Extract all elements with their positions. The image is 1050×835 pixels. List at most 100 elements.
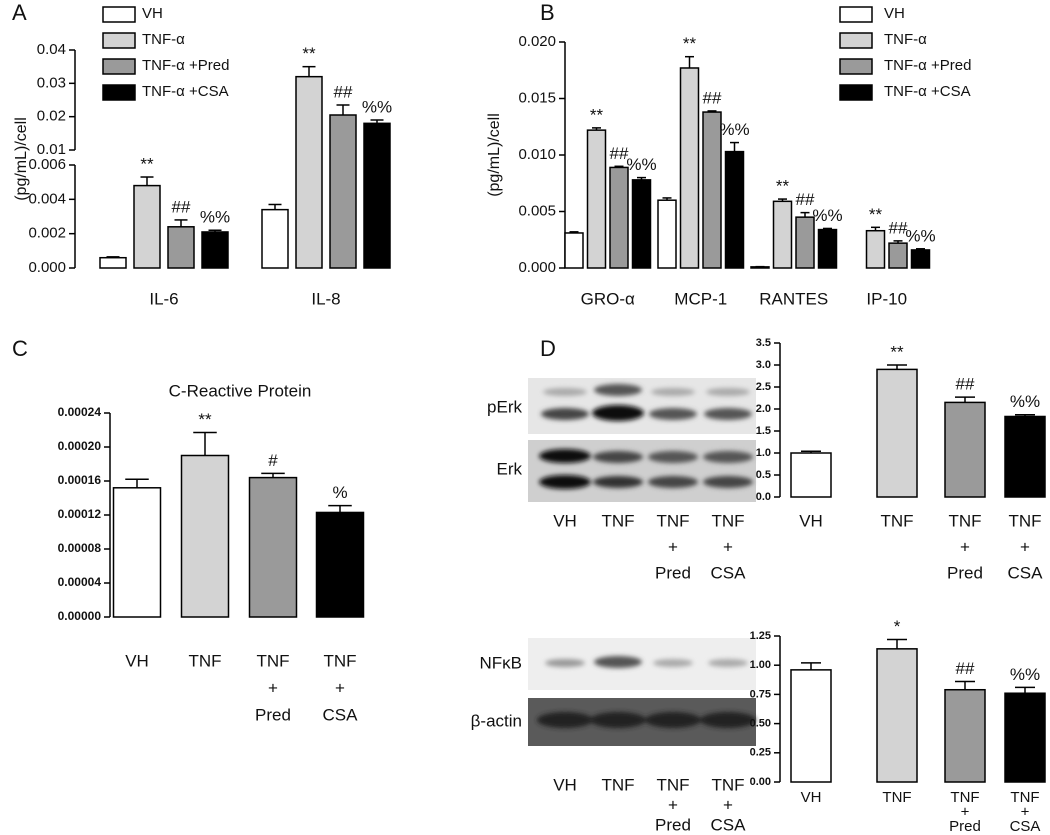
blot-lane-label: VH	[553, 775, 577, 794]
bar	[329, 114, 357, 269]
significance-label: *	[894, 617, 901, 636]
blot-lane-label: TNF	[711, 511, 744, 530]
bar	[944, 688, 986, 783]
significance-label: **	[590, 105, 604, 124]
legend-swatch	[102, 58, 136, 75]
significance-label: ##	[610, 144, 629, 163]
significance-label: **	[140, 155, 154, 174]
x-tick-label: Pred	[949, 818, 981, 835]
y-tick-label: 1.25	[750, 630, 771, 642]
legend-label: TNF-α +CSA	[884, 83, 971, 100]
blot-lane-label: +	[723, 537, 733, 556]
y-tick-label: 0.000	[28, 259, 66, 276]
significance-label: %%	[1010, 665, 1040, 684]
blot-bands	[541, 384, 752, 421]
bar	[888, 242, 908, 269]
x-tick-label: IP-10	[866, 289, 907, 308]
bar	[876, 648, 918, 783]
x-tick-label: IL-6	[149, 289, 178, 308]
bar	[248, 476, 298, 618]
blot-lane-label: CSA	[711, 815, 747, 834]
bar	[609, 166, 629, 269]
bar	[631, 179, 652, 269]
bar	[564, 232, 584, 269]
significance-label: %%	[626, 155, 656, 174]
x-tick-label: Pred	[255, 705, 291, 724]
significance-label: %%	[905, 226, 935, 245]
y-tick-label: 0.006	[28, 156, 66, 173]
y-tick-label: 0.01	[37, 141, 66, 158]
bar	[702, 111, 722, 269]
legend-swatch	[839, 6, 873, 23]
x-tick-label: +	[961, 803, 970, 820]
y-tick-label: 3.5	[756, 337, 771, 349]
blot-lane-label: +	[668, 795, 678, 814]
bar	[657, 199, 677, 269]
x-tick-label: +	[1021, 803, 1030, 820]
bar	[295, 75, 323, 269]
legend-label: TNF-α +Pred	[142, 57, 229, 74]
y-tick-label: 1.0	[756, 447, 771, 459]
bar	[315, 511, 365, 618]
significance-label: **	[683, 34, 697, 53]
blot-bands	[539, 449, 753, 489]
x-tick-label: +	[335, 678, 345, 697]
x-tick-label: TNF	[948, 511, 981, 530]
bar	[795, 216, 815, 269]
x-tick-label: CSA	[1010, 818, 1041, 835]
legend-swatch	[102, 32, 136, 49]
x-tick-label: TNF	[256, 651, 289, 670]
significance-label: %%	[1010, 392, 1040, 411]
panel-label: C	[12, 336, 28, 361]
significance-label: ##	[889, 218, 908, 237]
blot-lane-label: TNF	[601, 511, 634, 530]
blot-row-label: Erk	[497, 459, 523, 478]
legend-swatch	[839, 84, 873, 101]
significance-label: ##	[703, 88, 722, 107]
bar	[944, 401, 986, 498]
blot-lane-label: TNF	[656, 775, 689, 794]
y-tick-label: 3.0	[756, 359, 771, 371]
x-tick-label: CSA	[1008, 563, 1044, 582]
blot-row-label: β-actin	[471, 711, 522, 730]
y-tick-label: 0.020	[518, 33, 556, 50]
significance-label: %%	[812, 206, 842, 225]
significance-label: **	[302, 44, 316, 63]
chart-title: C-Reactive Protein	[169, 381, 312, 400]
x-tick-label: TNF	[323, 651, 356, 670]
legend-label: VH	[142, 5, 163, 22]
y-tick-label: 0.25	[750, 747, 771, 759]
y-tick-label: 0.00012	[58, 507, 102, 521]
blot-bands	[537, 712, 756, 728]
bar	[910, 249, 931, 269]
bar	[201, 231, 229, 269]
bar	[112, 487, 162, 618]
blot-lane-label: Pred	[655, 563, 691, 582]
bar	[790, 669, 832, 783]
y-tick-label: 1.5	[756, 425, 771, 437]
bar	[772, 200, 793, 269]
bar	[817, 228, 838, 269]
x-tick-label: +	[268, 678, 278, 697]
x-tick-label: IL-8	[311, 289, 340, 308]
bar	[261, 208, 289, 269]
bar	[586, 129, 607, 269]
x-tick-label: Pred	[947, 563, 983, 582]
x-tick-label: MCP-1	[674, 289, 727, 308]
blot-images	[528, 378, 756, 746]
x-tick-label: VH	[801, 789, 822, 806]
y-tick-label: 0.75	[750, 688, 771, 700]
blot-lane-label: TNF	[711, 775, 744, 794]
x-tick-label: TNF	[1008, 511, 1041, 530]
y-tick-label: 0.002	[28, 225, 66, 242]
bar	[1004, 692, 1046, 783]
bar	[363, 122, 391, 269]
bar	[876, 368, 918, 498]
panel-label: A	[12, 0, 27, 25]
blot-bands	[545, 656, 748, 668]
y-tick-label: 0.015	[518, 89, 556, 106]
bar	[167, 226, 195, 269]
y-axis-label: (pg/mL)/cell	[13, 117, 30, 201]
x-tick-label: GRO-α	[581, 289, 635, 308]
